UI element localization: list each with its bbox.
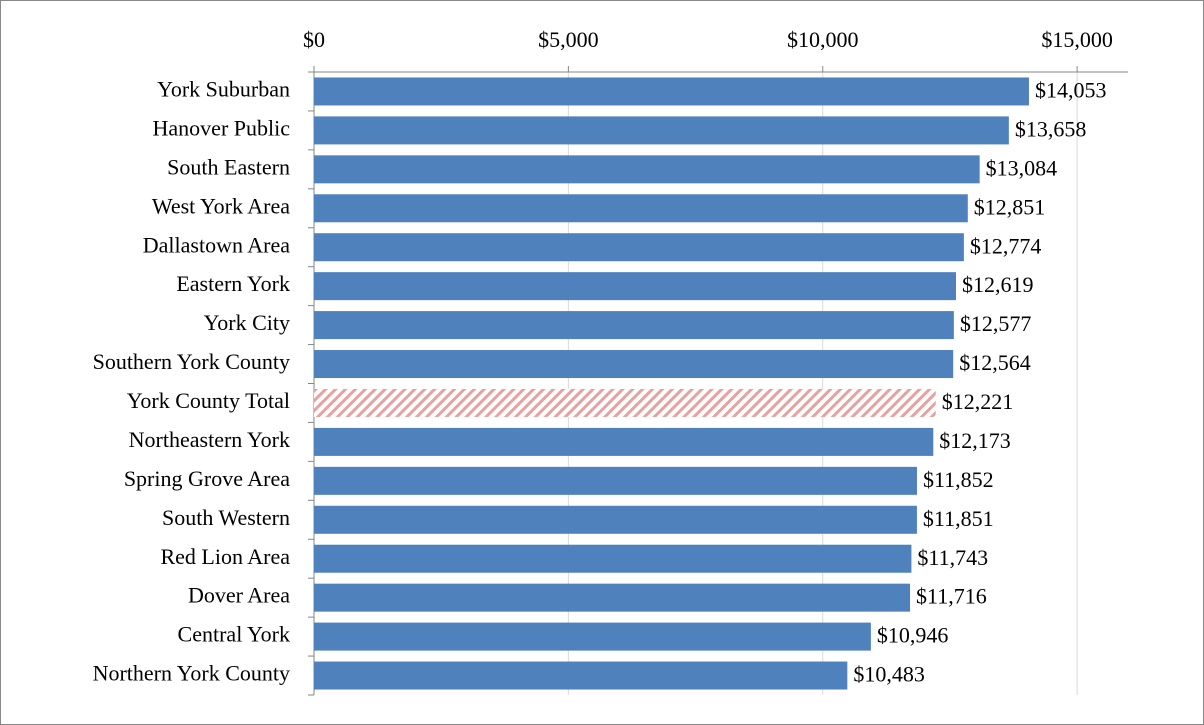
y-tick-label: Dallastown Area xyxy=(143,232,290,257)
bar xyxy=(314,272,956,301)
data-label: $13,084 xyxy=(986,155,1057,180)
y-tick-label: Red Lion Area xyxy=(160,544,290,569)
x-tick-label: $15,000 xyxy=(1041,27,1113,52)
data-label: $12,774 xyxy=(970,233,1041,258)
bar xyxy=(314,388,936,417)
y-tick-label: South Western xyxy=(162,505,290,530)
bar xyxy=(314,194,968,223)
y-tick-label: Central York xyxy=(178,622,290,647)
y-tick-label: Northeastern York xyxy=(129,427,290,452)
y-tick-label: West York Area xyxy=(152,193,290,218)
data-label: $11,852 xyxy=(923,467,994,492)
bar xyxy=(314,233,964,262)
bar xyxy=(314,77,1029,106)
data-label: $12,577 xyxy=(960,311,1032,336)
y-tick-label: Southern York County xyxy=(93,349,290,374)
x-tick-label: $5,000 xyxy=(538,27,599,52)
bar xyxy=(314,155,980,184)
data-label: $12,564 xyxy=(959,350,1031,375)
bar xyxy=(314,622,871,651)
y-tick-label: Northern York County xyxy=(93,661,290,686)
bar xyxy=(314,466,917,495)
data-label: $11,743 xyxy=(917,545,988,570)
data-label: $12,221 xyxy=(942,389,1014,414)
y-tick-label: York City xyxy=(204,310,290,335)
data-label: $11,716 xyxy=(916,584,987,609)
bar xyxy=(314,544,912,573)
data-label: $14,053 xyxy=(1035,78,1107,103)
y-tick-label: South Eastern xyxy=(167,154,290,179)
y-tick-label: Eastern York xyxy=(176,271,290,296)
data-label: $10,483 xyxy=(853,662,925,687)
y-tick-label: Dover Area xyxy=(188,583,290,608)
data-label: $12,619 xyxy=(962,272,1034,297)
y-tick-label: Spring Grove Area xyxy=(124,466,290,491)
x-tick-label: $10,000 xyxy=(787,27,859,52)
data-label: $11,851 xyxy=(923,506,994,531)
x-tick-label: $0 xyxy=(303,27,325,52)
data-label: $10,946 xyxy=(877,623,949,648)
bar xyxy=(314,116,1009,145)
bar xyxy=(314,311,954,340)
y-tick-label: York County Total xyxy=(127,388,290,413)
data-label: $12,851 xyxy=(974,194,1046,219)
data-label: $12,173 xyxy=(939,428,1011,453)
data-label: $13,658 xyxy=(1015,116,1087,141)
bar xyxy=(314,505,917,534)
y-tick-label: Hanover Public xyxy=(153,115,291,140)
bar xyxy=(314,350,954,379)
bar xyxy=(314,583,911,612)
bar xyxy=(314,661,848,690)
bar xyxy=(314,427,934,456)
y-tick-label: York Suburban xyxy=(157,77,290,102)
